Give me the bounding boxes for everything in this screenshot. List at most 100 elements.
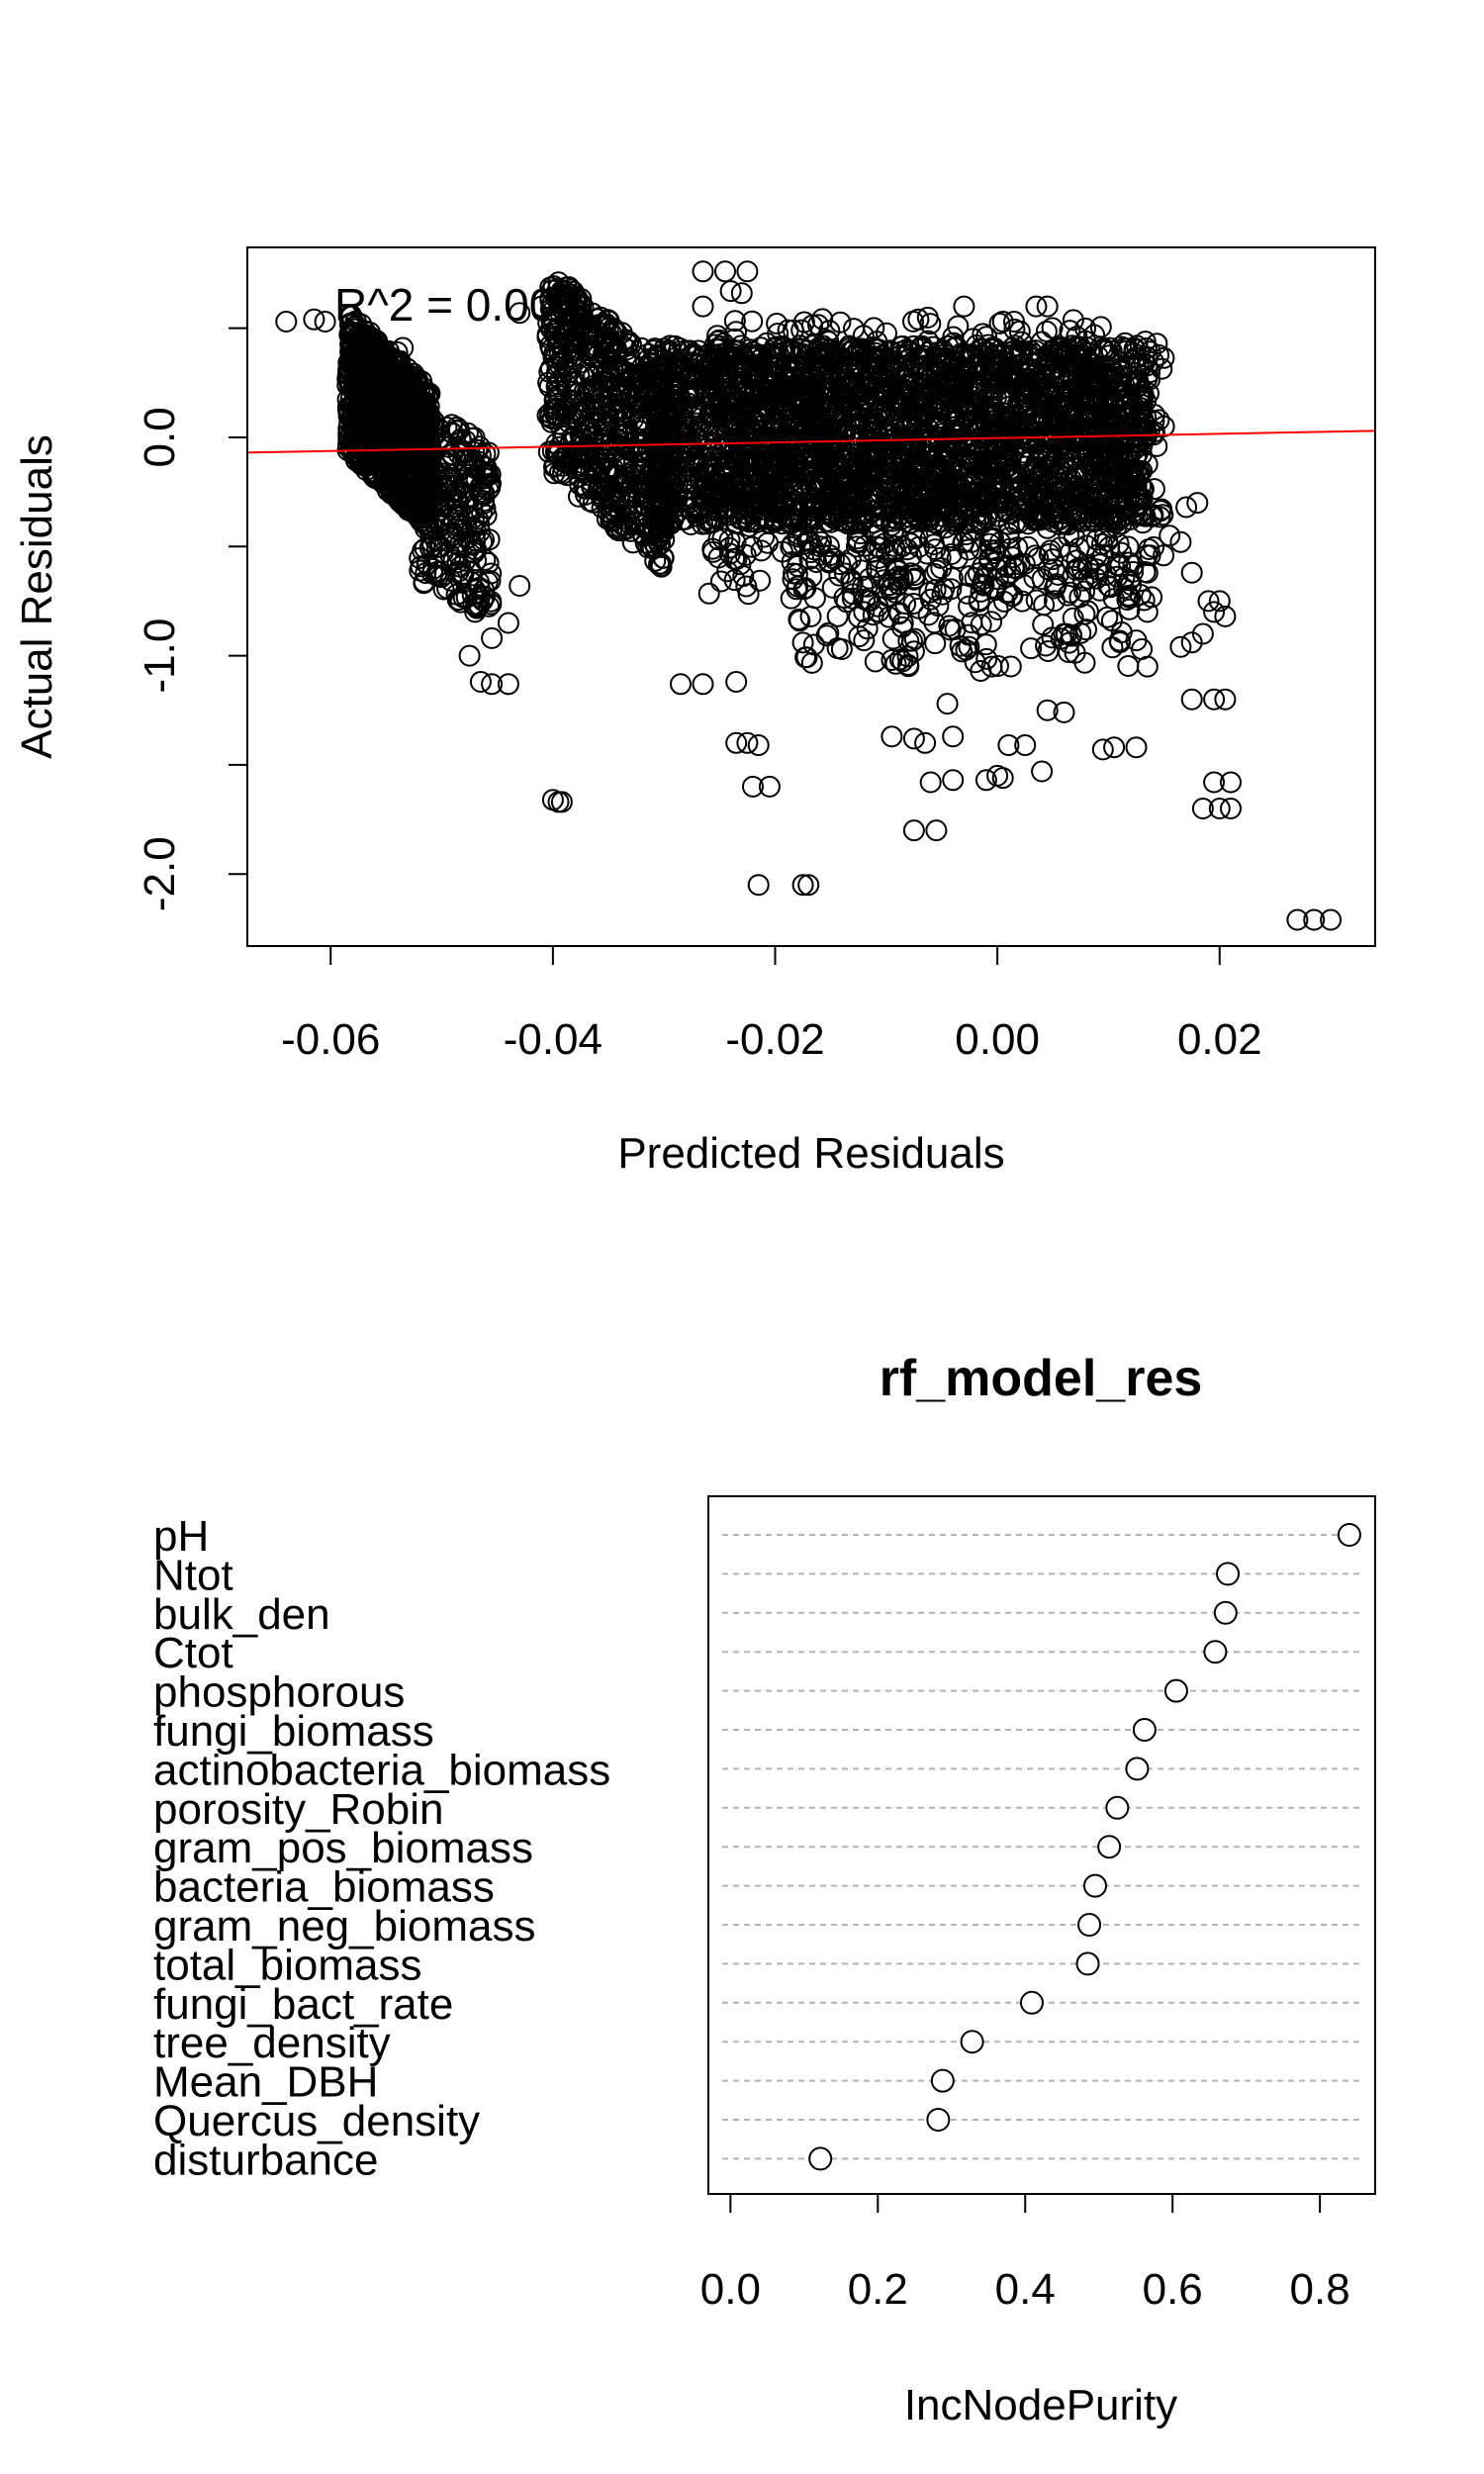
scatter-point-4628 (866, 331, 888, 353)
scatter-point-4669 (1068, 386, 1090, 409)
scatter-point-4855 (901, 425, 924, 447)
scatter-point-4969 (835, 552, 858, 575)
scatter-point-1136 (478, 528, 501, 551)
scatter-point-1808 (613, 469, 636, 492)
scatter-point-4470 (1062, 309, 1084, 332)
scatter-point-4808 (1116, 337, 1139, 360)
scatter-point-3722 (667, 340, 690, 363)
scatter-point-1750 (543, 323, 566, 345)
scatter-point-4934 (945, 385, 967, 408)
scatter-point-1744 (542, 346, 565, 369)
scatter-point-4990 (809, 530, 832, 553)
scatter-point-3974 (656, 353, 679, 376)
scatter-point-4386 (650, 469, 672, 492)
scatter-point-4817 (922, 396, 945, 419)
scatter-point-4265 (646, 460, 669, 482)
scatter-point-4620 (1059, 320, 1081, 342)
scatter-point-4318 (681, 448, 703, 471)
scatter-point-4757 (1142, 350, 1164, 373)
scatter-point-1507 (583, 364, 605, 387)
scatter-point-4365 (651, 412, 674, 434)
scatter-point-1000 (446, 551, 469, 574)
scatter-point-4691 (889, 344, 912, 366)
scatter-point-4660 (1010, 331, 1033, 353)
scatter-point-4888 (826, 433, 849, 456)
scatter-point-4983 (784, 428, 806, 450)
scatter-point-892 (376, 436, 399, 459)
scatter-point-4919 (1075, 368, 1098, 391)
scatter-point-4986 (1105, 405, 1128, 428)
scatter-point-4195 (679, 420, 701, 442)
scatter-point-4931 (1133, 352, 1156, 374)
scatter-point-4518 (918, 499, 941, 522)
scatter-point-1117 (425, 489, 447, 512)
scatter-point-4942 (706, 325, 729, 347)
scatter-point-4813 (745, 346, 768, 369)
scatter-point-4849 (753, 445, 776, 468)
scatter-point-1775 (600, 429, 622, 452)
scatter-point-1143 (415, 562, 437, 585)
scatter-point-4947 (724, 404, 747, 427)
scatter-point-4950 (770, 447, 792, 470)
scatter-point-4839 (800, 356, 823, 379)
scatter-point-4819 (732, 481, 754, 504)
scatter-point-1788 (617, 427, 640, 448)
scatter-point-4183 (977, 439, 1000, 462)
scatter-point-1643 (586, 419, 608, 441)
scatter-point-1153 (446, 504, 469, 526)
scatter-point-1418 (648, 553, 670, 576)
scatter-point-4899 (903, 435, 925, 458)
scatter-point-4694 (1094, 456, 1117, 479)
scatter-point-1124 (456, 526, 479, 549)
scatter-point-4816 (701, 483, 724, 505)
scatter-point-4848 (803, 386, 826, 408)
scatter-panel: R^2 = 0.004 -0.06 -0.04 -0.02 0.00 0.02 -2.0… (13, 246, 1376, 1178)
scatter-point-1656 (554, 450, 577, 473)
scatter-point-1154 (426, 519, 448, 541)
scatter-point-4887 (1129, 383, 1152, 406)
scatter-point-4730 (789, 379, 812, 402)
scatter-point-4955 (740, 500, 763, 523)
scatter-point-4875 (926, 360, 948, 383)
scatter-point-4373 (869, 372, 891, 395)
scatter-point-4712 (854, 443, 877, 466)
scatter-point-1684 (593, 313, 614, 335)
scatter-point-4975 (1116, 403, 1139, 426)
scatter-point-4916 (785, 493, 807, 516)
scatter-point-1763 (592, 485, 614, 508)
scatter-point-4858 (1036, 394, 1059, 417)
scatter-point-4892 (909, 373, 932, 396)
scatter-point-1151 (435, 416, 458, 438)
scatter-point-4443 (818, 320, 841, 342)
scatter-point-4569 (811, 495, 834, 518)
scatter-point-1748 (613, 398, 636, 421)
scatter-point-4984 (718, 542, 741, 565)
scatter-point-4886 (955, 485, 977, 508)
scatter-point-4786 (763, 336, 786, 359)
scatter-point-4497 (848, 352, 871, 375)
scatter-point-4223 (642, 339, 665, 362)
scatter-point-4273 (917, 505, 940, 527)
scatter-point-4655 (868, 480, 890, 503)
scatter-point-4828 (815, 362, 838, 385)
scatter-point-4980 (783, 510, 805, 531)
scatter-point-4230 (729, 466, 752, 489)
scatter-point-4653 (847, 394, 870, 417)
scatter-point-4700 (817, 331, 840, 353)
scatter-point-4978 (826, 451, 849, 474)
scatter-point-4992 (932, 339, 955, 361)
scatter-point-4792 (1058, 421, 1080, 443)
scatter-point-848 (368, 418, 391, 440)
scatter-point-4418 (826, 351, 849, 374)
scatter-point-4959 (849, 430, 872, 453)
scatter-point-4811 (714, 380, 737, 403)
scatter-point-4765 (1127, 484, 1150, 507)
scatter-point-1787 (583, 458, 605, 481)
scatter-point-1797 (565, 375, 588, 397)
scatter-point-4354 (730, 434, 753, 457)
scatter-point-1120 (436, 577, 459, 600)
scatter-point-4988 (1072, 569, 1094, 592)
scatter-point-3914 (657, 512, 680, 534)
scatter-point-884 (382, 407, 405, 429)
scatter-point-4897 (907, 507, 930, 529)
